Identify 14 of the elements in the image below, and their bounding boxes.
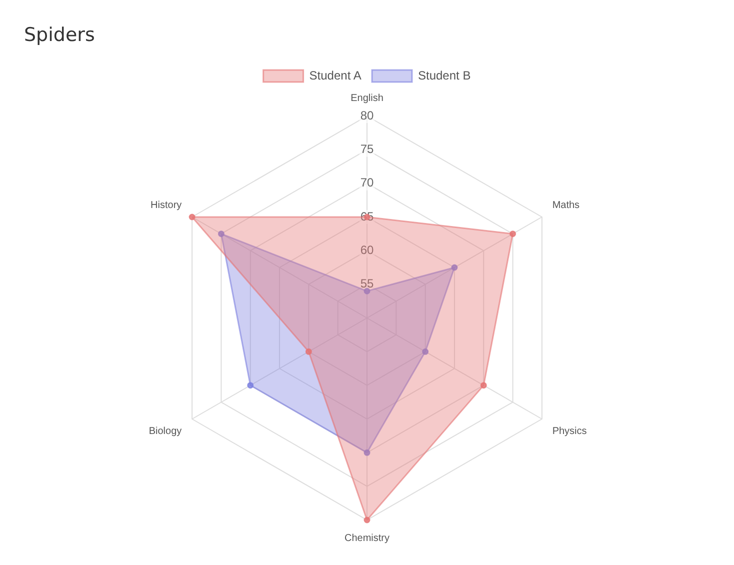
spoke-label: English	[350, 92, 384, 104]
spoke-label: Maths	[552, 200, 580, 211]
legend-label: Student B	[418, 68, 471, 82]
spoke-label: Chemistry	[344, 532, 390, 544]
chart-title: Spiders	[24, 24, 95, 46]
spoke-label: Biology	[148, 426, 182, 437]
y-tick-label: 55	[360, 276, 374, 291]
y-tick-label: 80	[360, 108, 374, 122]
legend-label: Student A	[309, 68, 362, 82]
y-tick-label: 75	[360, 142, 374, 156]
spoke-label: Physics	[552, 426, 587, 437]
spoke-label: History	[150, 200, 182, 211]
y-tick-label: 60	[360, 242, 374, 257]
y-tick-label: 70	[360, 176, 374, 190]
